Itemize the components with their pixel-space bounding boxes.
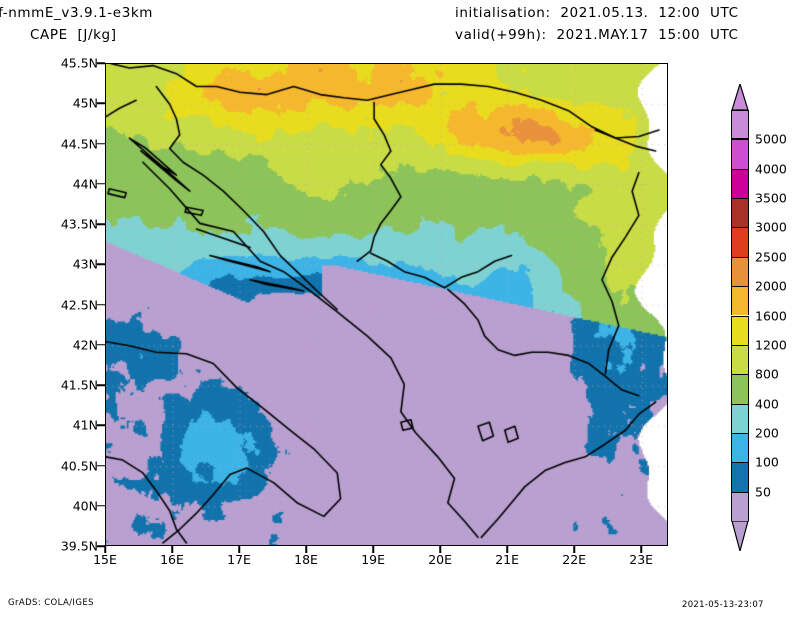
- colorbar-tick-label: 2000: [755, 278, 787, 294]
- colorbar-tick-label: 400: [755, 396, 779, 412]
- latitude-tick-label: 44N: [72, 176, 98, 192]
- latitude-tick-mark: [97, 263, 105, 265]
- colorbar-band: [731, 286, 749, 316]
- longitude-tick-mark: [573, 545, 575, 553]
- colorbar-band: [731, 491, 749, 521]
- colorbar-tick-label: 200: [755, 425, 779, 441]
- longitude-tick-label: 20E: [428, 552, 453, 567]
- colorbar-band: [731, 198, 749, 228]
- colorbar-band: [731, 139, 749, 169]
- latitude-tick-label: 44.5N: [60, 136, 98, 151]
- latitude-tick-mark: [97, 223, 105, 225]
- colorbar-tick-label: 4000: [755, 161, 787, 177]
- latitude-tick-label: 40.5N: [60, 458, 98, 473]
- longitude-tick-label: 17E: [227, 552, 251, 567]
- latitude-tick-mark: [97, 183, 105, 185]
- longitude-tick-mark: [506, 545, 508, 553]
- colorbar-band: [731, 110, 749, 140]
- model-title: rf-nmmE_v3.9.1-e3km: [0, 5, 154, 21]
- longitude-tick-label: 23E: [629, 552, 654, 567]
- colorbar-band: [731, 227, 749, 257]
- map-plot-area[interactable]: [105, 63, 668, 546]
- colorbar-band: [731, 344, 749, 375]
- longitude-tick-label: 22E: [562, 552, 587, 567]
- longitude-tick-mark: [305, 545, 307, 553]
- latitude-tick-mark: [97, 62, 105, 64]
- latitude-tick-mark: [97, 424, 105, 426]
- longitude-tick-label: 19E: [361, 552, 385, 567]
- latitude-tick-mark: [97, 303, 105, 306]
- colorbar-band: [731, 432, 749, 463]
- longitude-tick-mark: [640, 545, 642, 553]
- colorbar-tick-label: 1600: [755, 308, 787, 323]
- latitude-tick-label: 39.5N: [60, 538, 98, 554]
- valid-time: valid(+99h): 2021.MAY.17 15:00 UTC: [455, 27, 739, 43]
- colorbar-band: [731, 256, 749, 287]
- longitude-tick-label: 21E: [495, 552, 520, 567]
- field-title: CAPE [J/kg]: [30, 27, 117, 43]
- colorbar-tick-label: 3500: [755, 190, 787, 206]
- latitude-tick-label: 42.5N: [60, 297, 98, 312]
- latitude-tick-label: 43N: [72, 256, 98, 272]
- longitude-tick-label: 18E: [294, 552, 318, 567]
- grads-credit: GrADS: COLA/IGES: [8, 598, 94, 608]
- initialisation-time: initialisation: 2021.05.13. 12:00 UTC: [455, 5, 739, 21]
- render-timestamp: 2021-05-13-23:07: [682, 600, 764, 610]
- colorbar-over-arrow: [731, 84, 749, 110]
- colorbar-band: [731, 462, 749, 492]
- colorbar-tick-label: 2500: [755, 249, 787, 265]
- colorbar-tick-label: 800: [755, 366, 779, 382]
- longitude-tick-label: 15E: [93, 552, 117, 567]
- colorbar-band: [731, 315, 749, 345]
- longitude-tick-mark: [439, 545, 441, 553]
- latitude-tick-mark: [97, 344, 105, 346]
- colorbar[interactable]: 50 100 200 400 800 1200 1600 2000 2500 3000 3500 40…: [731, 84, 787, 551]
- longitude-tick-mark: [372, 545, 374, 553]
- colorbar-tick-label: 3000: [755, 219, 787, 235]
- latitude-tick-mark: [97, 464, 105, 467]
- colorbar-under-arrow: [731, 521, 749, 551]
- latitude-tick-label: 40N: [72, 498, 98, 514]
- colorbar-band: [731, 403, 749, 433]
- latitude-tick-mark: [97, 545, 105, 547]
- latitude-tick-label: 43.5N: [60, 216, 98, 232]
- latitude-tick-label: 41N: [72, 417, 98, 433]
- colorbar-tick-label: 5000: [755, 131, 787, 147]
- colorbar-band: [731, 168, 749, 199]
- latitude-tick-label: 41.5N: [60, 377, 98, 393]
- latitude-tick-mark: [97, 142, 105, 145]
- longitude-tick-label: 16E: [160, 552, 184, 567]
- latitude-tick-label: 45N: [72, 95, 98, 111]
- latitude-tick-mark: [97, 384, 105, 386]
- longitude-tick-mark: [171, 545, 173, 553]
- cape-field-raster: [106, 64, 667, 545]
- latitude-tick-label: 45.5N: [60, 55, 98, 71]
- latitude-tick-label: 42N: [72, 337, 98, 353]
- longitude-tick-mark: [104, 545, 106, 553]
- latitude-tick-mark: [97, 505, 105, 507]
- colorbar-tick-label: 1200: [755, 337, 787, 353]
- colorbar-tick-label: 100: [755, 454, 779, 470]
- latitude-tick-mark: [97, 102, 105, 104]
- colorbar-band: [731, 374, 749, 404]
- longitude-tick-mark: [238, 545, 240, 553]
- colorbar-tick-label: 50: [755, 484, 771, 500]
